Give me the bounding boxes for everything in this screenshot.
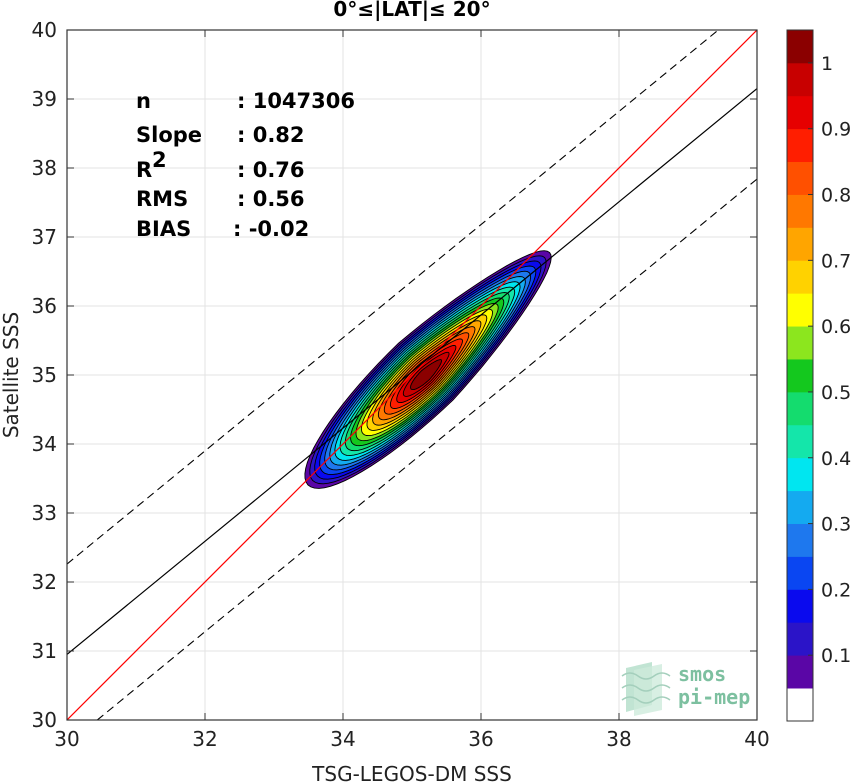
y-tick-label: 40 — [32, 18, 57, 42]
stat-label-rms: RMS — [136, 187, 188, 211]
chart-title: 0°≤|LAT|≤ 20° — [333, 0, 490, 21]
stat-label-bias: BIAS — [136, 217, 191, 241]
colorbar-tick-label: 0.4 — [821, 448, 851, 470]
logo-text-line2: pi-mep — [678, 685, 750, 709]
upper-bound-line — [67, 30, 720, 565]
x-tick-label: 40 — [744, 727, 769, 751]
colorbar-segment — [787, 194, 813, 228]
colorbar-frame — [786, 29, 814, 722]
reference-lines — [67, 30, 757, 720]
colorbar-segment — [787, 128, 813, 163]
stat-value-slope: : 0.82 — [237, 123, 305, 147]
colorbar-tick-label: 1 — [821, 53, 833, 75]
y-tick-label: 31 — [32, 639, 57, 663]
colorbar-tick-label: 0.7 — [821, 250, 851, 272]
y-tick-label: 33 — [32, 501, 57, 525]
colorbar-segment — [787, 359, 813, 393]
colorbar-segment — [787, 655, 813, 689]
colorbar-tick-label: 0.1 — [821, 645, 851, 667]
identity-line — [67, 30, 757, 720]
x-tick-label: 34 — [330, 727, 355, 751]
colorbar-tick-label: 0.6 — [821, 316, 851, 338]
colorbar-segment — [787, 326, 813, 360]
stats-box: n : 1047306 Slope : 0.82 R 2 : 0.76 RMS : 0.56 BI… — [136, 89, 355, 241]
density-level-20 — [410, 359, 443, 391]
lower-bound-line — [96, 178, 757, 720]
y-axis-label: Satellite SSS — [0, 312, 23, 438]
colorbar-tick-label: 0.9 — [821, 119, 851, 141]
colorbar-segment — [787, 95, 813, 130]
logo-waves-icon — [621, 662, 671, 716]
colorbar-segment — [787, 62, 813, 97]
colorbar-segment — [787, 227, 813, 261]
stat-label-slope: Slope — [136, 123, 202, 147]
smos-pimep-logo: smos pi-mep — [621, 662, 750, 716]
colorbar-segment — [787, 523, 813, 557]
x-axis-label: TSG-LEGOS-DM SSS — [311, 762, 512, 784]
stat-label-r: R — [136, 158, 152, 182]
colorbar-segment — [787, 490, 813, 524]
y-axis-ticks: 30 31 32 33 34 35 36 37 38 39 40 — [32, 18, 757, 732]
stat-value-n: : 1047306 — [237, 89, 355, 113]
colorbar-segment — [787, 30, 813, 64]
y-tick-label: 38 — [32, 156, 57, 180]
stat-value-r: : 0.76 — [237, 158, 305, 182]
colorbar-segment — [787, 293, 813, 327]
x-tick-label: 32 — [192, 727, 217, 751]
colorbar-segment — [787, 688, 813, 722]
y-tick-label: 35 — [32, 363, 57, 387]
colorbar-segment — [787, 622, 813, 656]
y-tick-label: 30 — [32, 708, 57, 732]
stat-label-superscript: 2 — [152, 148, 167, 172]
density-contours — [304, 250, 552, 489]
x-tick-label: 30 — [54, 727, 79, 751]
colorbar-tick-label: 0.5 — [821, 382, 851, 404]
y-tick-label: 37 — [32, 225, 57, 249]
stat-label-n: n — [136, 89, 151, 113]
colorbar-tick-label: 0.2 — [821, 579, 851, 601]
y-tick-label: 39 — [32, 87, 57, 111]
x-tick-label: 36 — [468, 727, 493, 751]
colorbar: 0.1 0.2 0.3 0.4 0.5 0.6 0.7 0.8 0.9 1 — [786, 29, 851, 722]
stat-value-bias: : -0.02 — [233, 217, 309, 241]
x-axis-ticks: 30 32 34 36 38 40 — [54, 30, 770, 751]
colorbar-tick-label: 0.3 — [821, 514, 851, 536]
y-tick-label: 32 — [32, 570, 57, 594]
x-tick-label: 38 — [606, 727, 631, 751]
colorbar-segment — [787, 457, 813, 492]
y-tick-label: 36 — [32, 294, 57, 318]
logo-text-line1: smos — [678, 662, 726, 686]
regression-line — [67, 88, 757, 655]
colorbar-segment — [787, 424, 813, 459]
colorbar-segment — [787, 260, 813, 294]
colorbar-segment — [787, 391, 813, 426]
y-tick-label: 34 — [32, 432, 57, 456]
colorbar-segment — [787, 556, 813, 590]
colorbar-tick-label: 0.8 — [821, 185, 851, 207]
colorbar-segment — [787, 161, 813, 195]
stat-value-rms: : 0.56 — [237, 187, 305, 211]
colorbar-segment — [787, 589, 813, 623]
